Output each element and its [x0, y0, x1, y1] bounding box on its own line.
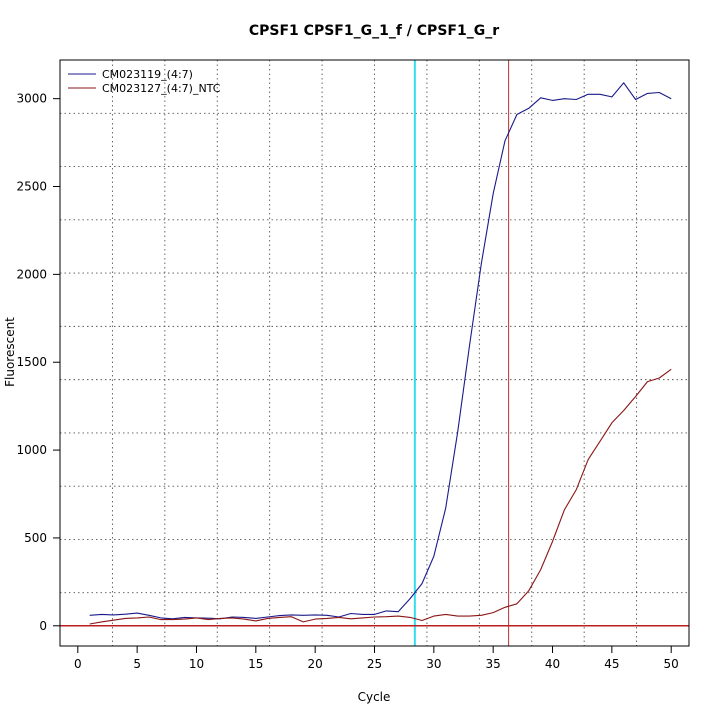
y-tick-label: 2000: [16, 267, 47, 281]
x-tick-label: 20: [308, 657, 323, 671]
y-tick-label: 2500: [16, 180, 47, 194]
series-line-1: [89, 82, 672, 620]
series-lines: [89, 82, 672, 625]
y-tick-label: 1500: [16, 355, 47, 369]
y-axis-label: Fluorescent: [3, 317, 17, 387]
y-axis: 0 500 1000 1500 2000 2500 3000: [16, 92, 60, 633]
x-tick-label: 40: [545, 657, 560, 671]
x-tick-label: 25: [367, 657, 382, 671]
x-tick-label: 15: [248, 657, 263, 671]
series-line-2: [89, 368, 672, 625]
y-tick-label: 500: [24, 531, 47, 545]
x-axis: 0 5 10 15 20 25 30 35 40 45 50: [74, 645, 679, 671]
legend-label: CM023127_(4:7)_NTC: [102, 82, 221, 95]
y-tick-label: 3000: [16, 92, 47, 106]
x-tick-label: 45: [604, 657, 619, 671]
y-tick-label: 0: [39, 619, 47, 633]
x-axis-label: Cycle: [358, 690, 391, 704]
legend: CM023119_(4:7)CM023127_(4:7)_NTC: [68, 68, 221, 95]
y-tick-label: 1000: [16, 443, 47, 457]
x-tick-label: 10: [189, 657, 204, 671]
marker-lines: [60, 60, 689, 646]
legend-label: CM023119_(4:7): [102, 68, 193, 81]
x-tick-label: 30: [426, 657, 441, 671]
x-tick-label: 50: [664, 657, 679, 671]
x-tick-label: 5: [133, 657, 141, 671]
chart-title: CPSF1 CPSF1_G_1_f / CPSF1_G_r: [249, 23, 499, 39]
grid: [60, 60, 689, 646]
x-tick-label: 0: [74, 657, 82, 671]
x-tick-label: 35: [486, 657, 501, 671]
